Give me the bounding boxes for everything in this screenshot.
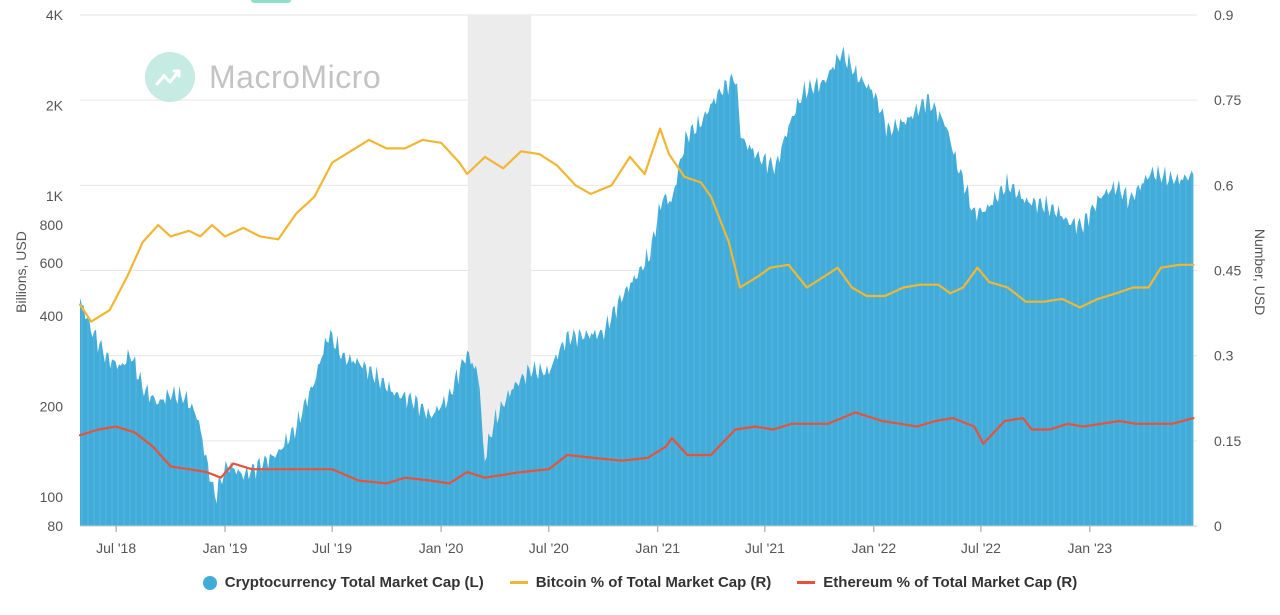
x-tick-label: Jan '23 (1067, 540, 1112, 556)
legend-item-ethereum[interactable]: Ethereum % of Total Market Cap (R) (797, 574, 1077, 591)
x-tick-label: Jul '22 (961, 540, 1001, 556)
x-tick-label: Jul '19 (312, 540, 352, 556)
ethereum-line (78, 411, 1195, 485)
left-tick-label: 80 (47, 518, 63, 534)
right-tick-label: 0 (1214, 518, 1222, 534)
left-tick-label: 400 (40, 308, 64, 324)
macromicro-logo-icon (145, 52, 195, 102)
left-tick-label: 200 (40, 398, 64, 414)
legend-item-bitcoin[interactable]: Bitcoin % of Total Market Cap (R) (509, 574, 772, 591)
right-tick-label: 0.15 (1214, 433, 1241, 449)
right-tick-label: 0.6 (1214, 177, 1234, 193)
left-tick-label: 2K (46, 98, 64, 114)
legend-label-ethereum: Ethereum % of Total Market Cap (R) (823, 574, 1078, 591)
right-tick-label: 0.9 (1214, 7, 1234, 23)
left-tick-label: 1K (46, 188, 64, 204)
legend-dot-icon (202, 575, 217, 590)
legend-line-icon (797, 581, 816, 584)
legend-label-market-cap: Cryptocurrency Total Market Cap (L) (224, 574, 484, 591)
left-tick-label: 600 (40, 255, 64, 271)
left-tick-label: 100 (40, 489, 64, 505)
macromicro-watermark: MacroMicro (145, 52, 381, 102)
legend-line-icon (509, 581, 528, 584)
x-axis: Jul '18 Jan '19 Jul '19 Jan '20 Jul '20 Jan '… (80, 525, 1197, 556)
right-tick-label: 0.75 (1214, 92, 1241, 108)
right-axis-title: Number, USD (1252, 229, 1268, 315)
x-tick-label: Jan '21 (635, 540, 680, 556)
x-tick-label: Jul '20 (529, 540, 569, 556)
legend-item-market-cap[interactable]: Cryptocurrency Total Market Cap (L) (202, 574, 484, 591)
market-cap-area-path (80, 46, 1194, 526)
x-tick-label: Jul '18 (96, 540, 136, 556)
left-axis: 80 100 200 400 600 800 1K 2K 4K (40, 7, 64, 534)
right-axis: 0 0.15 0.3 0.45 0.6 0.75 0.9 (1214, 7, 1241, 534)
x-tick-label: Jul '21 (745, 540, 785, 556)
x-tick-label: Jan '19 (203, 540, 248, 556)
bitcoin-line (78, 127, 1195, 323)
x-tick-label: Jan '22 (851, 540, 896, 556)
percent-lines (78, 127, 1195, 485)
left-tick-label: 800 (40, 217, 64, 233)
chart-legend: Cryptocurrency Total Market Cap (L) Bitc… (0, 574, 1280, 591)
x-tick-label: Jan '20 (419, 540, 464, 556)
left-axis-title: Billions, USD (13, 231, 29, 313)
left-tick-label: 4K (46, 7, 64, 23)
top-tab-indicator[interactable] (251, 0, 291, 3)
legend-label-bitcoin: Bitcoin % of Total Market Cap (R) (535, 574, 772, 591)
right-tick-label: 0.45 (1214, 263, 1241, 279)
watermark-brand-text: MacroMicro (209, 58, 382, 95)
right-tick-label: 0.3 (1214, 348, 1234, 364)
